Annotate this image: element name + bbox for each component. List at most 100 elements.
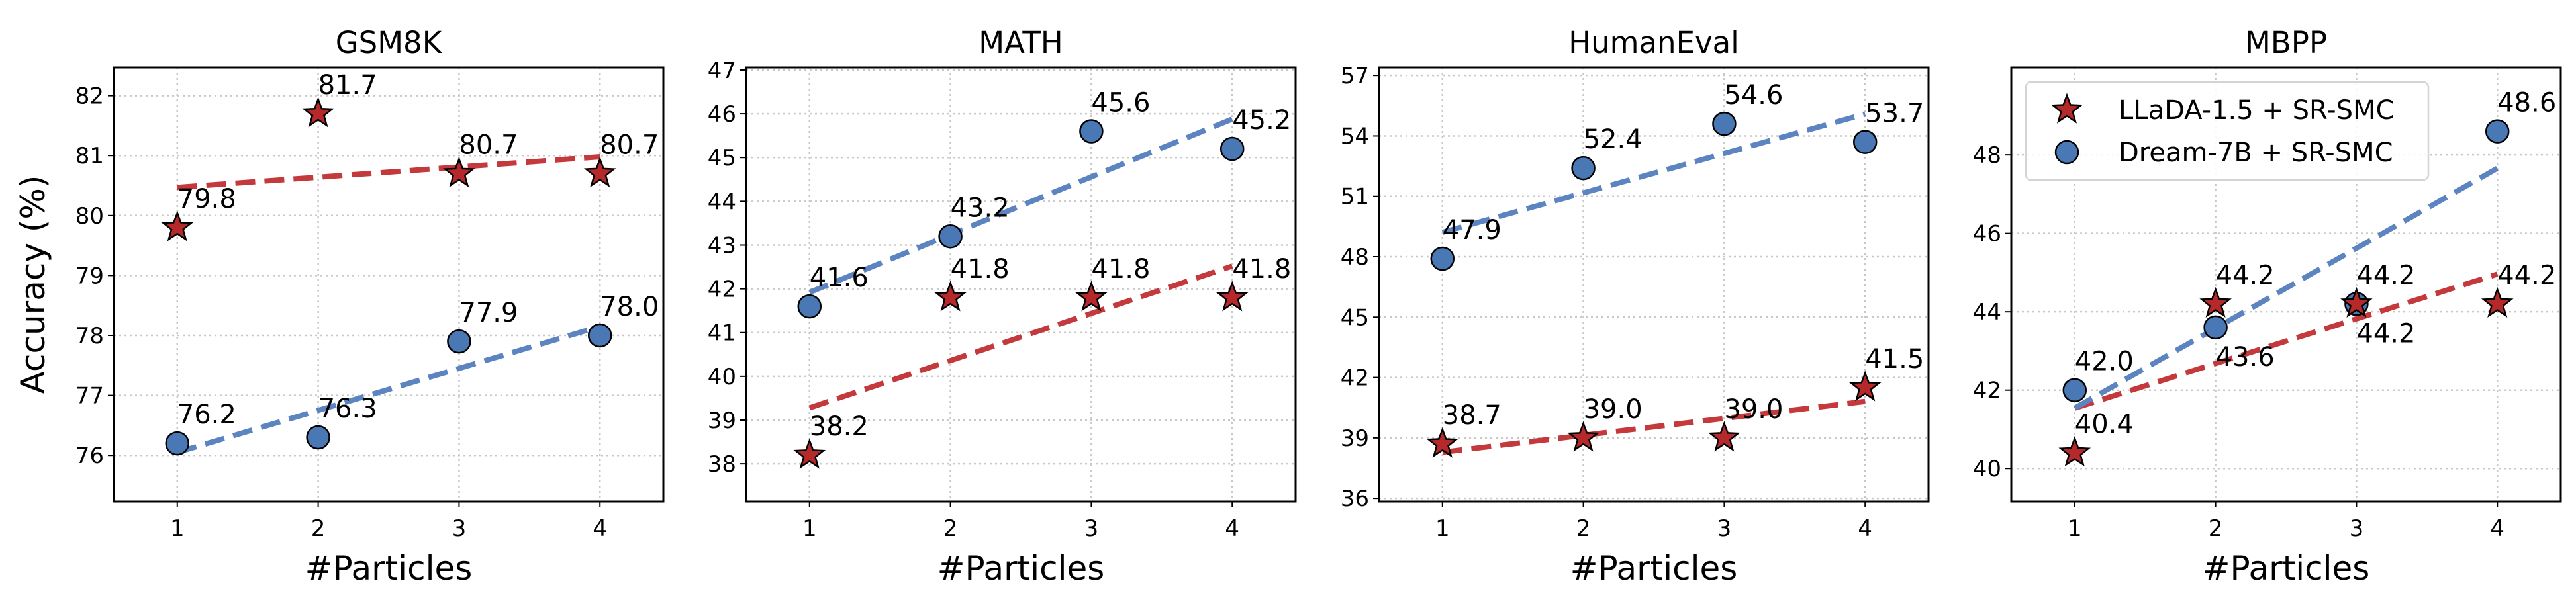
x-tick-label: 3 <box>1084 515 1099 542</box>
star-marker <box>793 438 826 469</box>
data-label: 44.2 <box>2356 318 2415 349</box>
data-label: 42.0 <box>2075 347 2134 377</box>
star-marker <box>2340 286 2373 318</box>
y-tick-label: 48 <box>1341 244 1369 271</box>
chart-title: GSM8K <box>336 25 443 60</box>
y-tick-label: 77 <box>75 383 104 410</box>
x-axis-label: #Particles <box>2203 549 2370 588</box>
star-marker <box>443 156 475 188</box>
star-marker <box>1708 421 1741 452</box>
star-marker <box>1216 281 1249 312</box>
y-axis-label: Accuracy (%) <box>14 175 52 394</box>
circle-marker <box>447 329 471 354</box>
data-label: 79.8 <box>177 184 236 214</box>
data-label: 38.2 <box>810 412 869 442</box>
y-tick-label: 39 <box>708 408 736 434</box>
data-label: 41.8 <box>951 254 1010 284</box>
y-tick-label: 36 <box>1341 486 1369 512</box>
y-tick-label: 54 <box>1341 123 1369 150</box>
trendline-dream <box>2073 165 2499 411</box>
y-tick-label: 81 <box>75 143 104 169</box>
chart-title: MBPP <box>2245 25 2327 60</box>
x-axis-label: #Particles <box>937 549 1105 588</box>
star-marker <box>934 281 967 312</box>
circle-marker <box>306 425 330 450</box>
trendline-llada <box>808 263 1233 411</box>
axes-frame <box>745 66 1297 503</box>
circle-marker <box>1852 130 1878 154</box>
y-tick-label: 42 <box>1973 378 2001 404</box>
data-label: 44.2 <box>2356 260 2415 290</box>
data-label: 45.6 <box>1091 88 1150 118</box>
y-tick-label: 46 <box>1973 221 2001 247</box>
data-label: 47.9 <box>1443 215 1502 245</box>
y-tick-label: 51 <box>1341 184 1369 210</box>
y-tick-label: 44 <box>1973 299 2001 326</box>
data-label: 52.4 <box>1584 124 1643 155</box>
x-tick-label: 3 <box>2350 515 2364 542</box>
y-tick-label: 46 <box>708 101 736 128</box>
data-label: 43.6 <box>2216 342 2275 372</box>
legend: LLaDA-1.5 + SR-SMC Dream-7B + SR-SMC <box>2025 81 2430 181</box>
y-tick-label: 76 <box>75 443 104 469</box>
x-tick-label: 2 <box>2209 515 2223 542</box>
x-tick-label: 1 <box>802 515 817 542</box>
legend-circle-icon <box>2054 140 2079 165</box>
x-tick-label: 2 <box>1576 515 1591 542</box>
circle-marker <box>1430 246 1455 271</box>
y-tick-label: 80 <box>75 203 104 230</box>
y-tick-label: 39 <box>1341 425 1369 452</box>
plot-area <box>1426 111 1882 458</box>
plot-area <box>2058 119 2514 467</box>
data-label: 41.6 <box>810 263 869 293</box>
circle-marker <box>165 431 190 456</box>
x-tick-label: 4 <box>1225 515 1239 542</box>
legend-box <box>2025 81 2430 181</box>
trendline-dream <box>808 116 1233 295</box>
data-label: 44.2 <box>2216 260 2275 290</box>
circle-marker <box>938 224 963 249</box>
circle-marker <box>1219 136 1245 161</box>
data-label: 81.7 <box>318 70 377 101</box>
trendline-dream <box>1441 111 1866 236</box>
y-tick-label: 45 <box>708 145 736 171</box>
axes-frame <box>113 66 665 503</box>
y-tick-label: 78 <box>75 323 104 349</box>
axes-frame <box>1378 66 1930 503</box>
trendline-llada <box>177 154 600 191</box>
circle-marker <box>2203 315 2228 340</box>
plot-area <box>793 116 1249 469</box>
y-tick-label: 79 <box>75 263 104 289</box>
trendline-llada <box>2074 271 2499 411</box>
x-tick-label: 4 <box>1858 515 1872 542</box>
data-label: 78.0 <box>600 292 659 322</box>
x-tick-label: 2 <box>311 515 326 542</box>
data-label: 45.2 <box>1232 105 1291 136</box>
data-label: 53.7 <box>1865 99 1924 129</box>
data-label: 76.3 <box>318 394 377 424</box>
circle-marker <box>2485 119 2510 144</box>
panel-math: 1 2 3 4 38 39 40 41 42 43 44 45 46 47 38.2 41.6 41.8 43.2… <box>708 25 1297 588</box>
data-label: 41.8 <box>1232 254 1291 284</box>
star-marker <box>2481 286 2514 318</box>
x-tick-label: 1 <box>170 515 185 542</box>
x-axis-label: #Particles <box>305 549 473 588</box>
circle-marker <box>797 294 822 319</box>
star-marker <box>583 156 616 188</box>
legend-entry-dream: Dream-7B + SR-SMC <box>2119 138 2393 168</box>
y-tick-label: 38 <box>708 451 736 478</box>
axes-frame <box>2010 66 2562 503</box>
y-tick-label: 42 <box>708 277 736 303</box>
trendline-dream <box>176 324 601 455</box>
x-tick-label: 4 <box>593 515 607 542</box>
legend-entry-llada: LLaDA-1.5 + SR-SMC <box>2119 95 2394 126</box>
circle-marker <box>1079 119 1104 144</box>
star-marker <box>1567 421 1599 452</box>
y-tick-label: 42 <box>1341 365 1369 392</box>
chart-title: MATH <box>978 25 1063 60</box>
x-tick-label: 3 <box>1717 515 1732 542</box>
data-label: 41.8 <box>1091 254 1150 284</box>
star-marker <box>1426 427 1459 458</box>
star-marker <box>302 97 334 128</box>
